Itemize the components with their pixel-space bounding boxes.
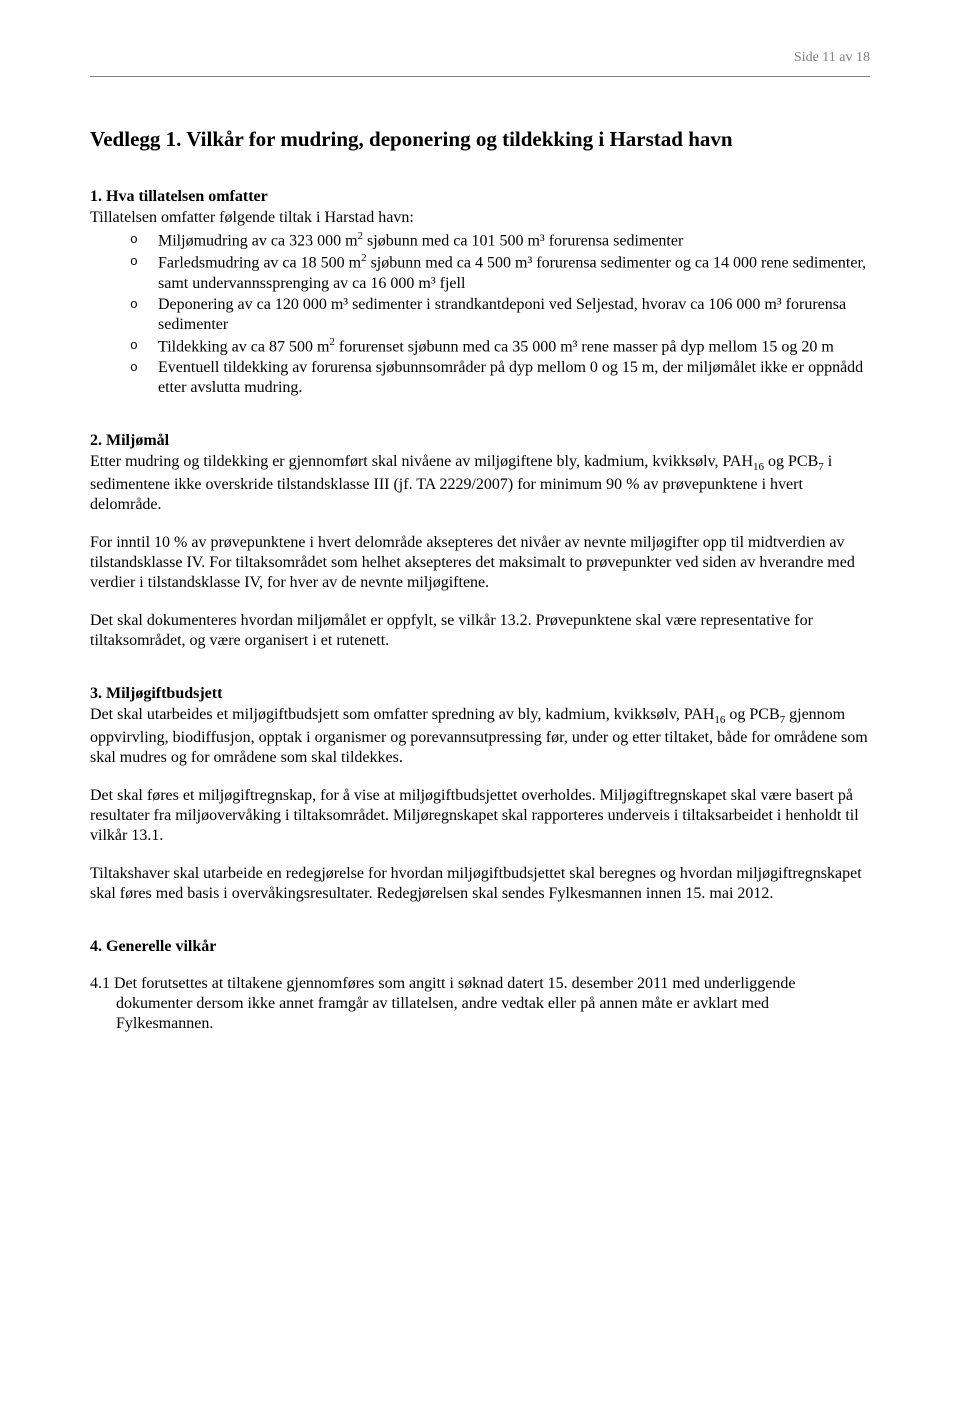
section-4: 4. Generelle vilkår 4.1 Det forutsettes …: [90, 938, 870, 1034]
para-text: Etter mudring og tildekking er gjennomfø…: [90, 453, 753, 470]
list-item: Deponering av ca 120 000 m³ sedimenter i…: [130, 295, 870, 335]
section-1: 1. Hva tillatelsen omfatter Tillatelsen …: [90, 188, 870, 398]
list-item: Miljømudring av ca 323 000 m2 sjøbunn me…: [130, 230, 870, 251]
section-1-list: Miljømudring av ca 323 000 m2 sjøbunn me…: [130, 230, 870, 398]
section-1-intro: Tillatelsen omfatter følgende tiltak i H…: [90, 208, 870, 228]
section-3-heading: 3. Miljøgiftbudsjett: [90, 685, 870, 703]
para-text: Det skal utarbeides et miljøgiftbudsjett…: [90, 706, 714, 723]
list-text: sjøbunn med ca 101 500 m³ forurensa sedi…: [363, 232, 683, 249]
section-1-heading: 1. Hva tillatelsen omfatter: [90, 188, 870, 206]
list-item: Farledsmudring av ca 18 500 m2 sjøbunn m…: [130, 252, 870, 293]
section-2-paragraph: Etter mudring og tildekking er gjennomfø…: [90, 452, 870, 515]
section-2-paragraph: For inntil 10 % av prøvepunktene i hvert…: [90, 533, 870, 593]
header-divider: [90, 76, 870, 77]
section-3-paragraph: Det skal føres et miljøgiftregnskap, for…: [90, 786, 870, 846]
section-3-paragraph: Det skal utarbeides et miljøgiftbudsjett…: [90, 705, 870, 768]
list-text: Tildekking av ca 87 500 m: [158, 338, 329, 355]
page-number: Side 11 av 18: [90, 50, 870, 66]
section-3-paragraph: Tiltakshaver skal utarbeide en redegjøre…: [90, 864, 870, 904]
list-text: Miljømudring av ca 323 000 m: [158, 232, 358, 249]
list-text: Farledsmudring av ca 18 500 m: [158, 255, 361, 272]
para-text: og PCB: [725, 706, 779, 723]
subscript: 16: [714, 714, 725, 726]
page-title: Vedlegg 1. Vilkår for mudring, deponerin…: [90, 127, 870, 152]
section-2-heading: 2. Miljømål: [90, 432, 870, 450]
section-2: 2. Miljømål Etter mudring og tildekking …: [90, 432, 870, 651]
list-text: Deponering av ca 120 000 m³ sedimenter i…: [158, 296, 846, 333]
section-3: 3. Miljøgiftbudsjett Det skal utarbeides…: [90, 685, 870, 904]
subscript: 16: [753, 461, 764, 473]
list-item: Tildekking av ca 87 500 m2 forurenset sj…: [130, 336, 870, 357]
list-item: Eventuell tildekking av forurensa sjøbun…: [130, 358, 870, 398]
list-text: forurenset sjøbunn med ca 35 000 m³ rene…: [335, 338, 834, 355]
section-2-paragraph: Det skal dokumenteres hvordan miljømålet…: [90, 611, 870, 651]
list-text: Eventuell tildekking av forurensa sjøbun…: [158, 359, 863, 396]
section-4-heading: 4. Generelle vilkår: [90, 938, 870, 956]
para-text: og PCB: [764, 453, 818, 470]
section-4-paragraph: 4.1 Det forutsettes at tiltakene gjennom…: [90, 974, 870, 1034]
